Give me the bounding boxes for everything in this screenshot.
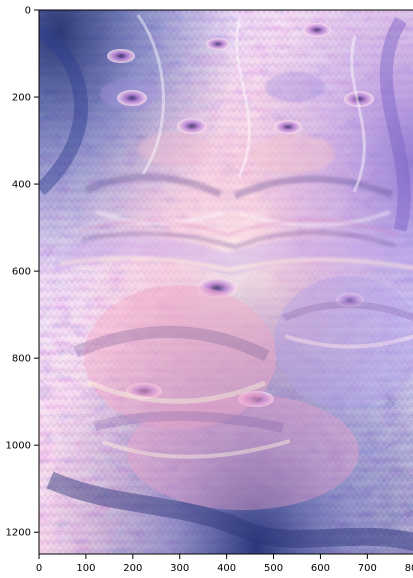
y-tick-label: 400 [12, 180, 31, 191]
y-axis: 0 200 400 600 800 1000 1200 [6, 6, 39, 539]
x-tick-label: 600 [311, 563, 330, 574]
upper-face-pattern [81, 72, 396, 250]
x-tick-label: 400 [217, 563, 236, 574]
y-tick-label: 600 [12, 267, 31, 278]
y-tick-label: 1000 [6, 441, 31, 452]
x-tick-label: 800 [405, 563, 413, 574]
x-tick-label: 700 [358, 563, 377, 574]
y-tick-label: 200 [12, 93, 31, 104]
image-area [39, 10, 413, 554]
middle-mouth-band [55, 218, 413, 276]
y-tick-label: 800 [12, 354, 31, 365]
x-tick-label: 200 [123, 563, 142, 574]
lower-face-lobes [73, 276, 413, 510]
eye-like-shapes [107, 23, 374, 407]
x-tick-label: 300 [170, 563, 189, 574]
x-tick-label: 0 [36, 563, 42, 574]
y-tick-label: 0 [25, 6, 31, 17]
x-axis: 0 100 200 300 400 500 600 700 800 [36, 554, 413, 574]
x-tick-label: 100 [76, 563, 95, 574]
y-tick-label: 1200 [6, 528, 31, 539]
plot-frame [38, 9, 413, 555]
psychedelic-streaks [39, 14, 413, 552]
x-tick-label: 500 [264, 563, 283, 574]
